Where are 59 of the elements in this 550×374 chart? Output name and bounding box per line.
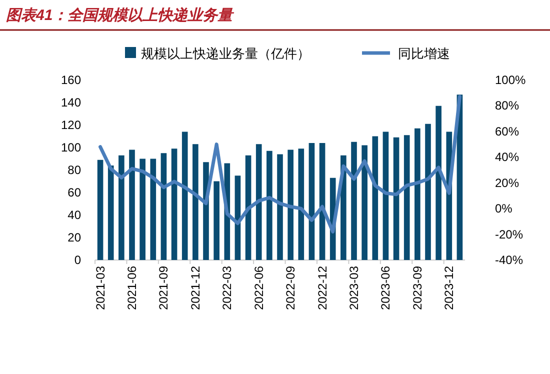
bar <box>182 132 188 260</box>
bar <box>118 155 124 260</box>
y-tick-label: 20 <box>68 230 82 244</box>
bar <box>150 158 156 260</box>
x-tick-label: 2022-06 <box>252 266 266 310</box>
bar <box>97 160 104 260</box>
y-tick-label: 80 <box>68 163 82 177</box>
bar <box>351 142 357 260</box>
y2-tick-label: 40% <box>495 150 520 164</box>
y2-tick-label: 0% <box>495 202 513 216</box>
bar <box>404 135 410 260</box>
y2-tick-label: 100% <box>495 73 526 87</box>
x-tick-label: 2021-06 <box>125 266 139 310</box>
y2-tick-label: -40% <box>495 253 524 267</box>
bar <box>393 137 400 260</box>
bar <box>372 136 378 260</box>
bar <box>245 155 252 260</box>
x-tick-label: 2022-12 <box>315 266 330 310</box>
bar <box>214 181 220 260</box>
chart-title: 图表41：全国规模以上快递业务量 <box>6 6 235 24</box>
x-tick-label: 2023-12 <box>442 266 456 310</box>
x-tick-label: 2021-12 <box>188 266 202 310</box>
y2-tick-label: -20% <box>495 227 524 242</box>
bar <box>129 150 135 260</box>
y-tick-label: 160 <box>60 73 82 87</box>
x-tick-label: 2023-03 <box>347 266 361 310</box>
y2-tick-label: 80% <box>495 98 520 113</box>
x-tick-label: 2021-09 <box>156 266 171 310</box>
bar <box>308 143 315 260</box>
bar <box>140 158 146 260</box>
x-tick-label: 2021-03 <box>93 266 108 310</box>
bar <box>256 144 262 260</box>
bar <box>414 128 420 260</box>
bar <box>436 106 442 260</box>
bar <box>192 144 198 260</box>
bar <box>425 124 431 260</box>
y-tick-label: 140 <box>60 96 82 110</box>
x-tick-label: 2022-03 <box>220 266 234 310</box>
y-tick-label: 0 <box>74 253 82 267</box>
x-tick-label: 2023-09 <box>410 266 424 310</box>
bar <box>288 150 294 260</box>
bar <box>266 150 272 260</box>
y-tick-label: 120 <box>60 118 82 132</box>
x-tick-label: 2022-09 <box>284 266 298 310</box>
y-tick-label: 60 <box>68 186 82 200</box>
y-tick-label: 100 <box>60 140 82 154</box>
legend-label: 规模以上快递业务量（亿件） <box>141 46 310 61</box>
y2-tick-label: 60% <box>495 124 520 138</box>
legend-label: 同比增速 <box>398 46 450 61</box>
x-tick-label: 2023-06 <box>378 266 393 310</box>
y2-tick-label: 20% <box>495 176 520 190</box>
bar <box>298 148 304 260</box>
bar <box>362 145 368 260</box>
bar <box>277 154 283 260</box>
bar <box>160 153 167 260</box>
bar <box>382 132 389 260</box>
bar <box>108 166 114 260</box>
y-tick-label: 40 <box>68 208 82 222</box>
bar <box>171 148 178 260</box>
